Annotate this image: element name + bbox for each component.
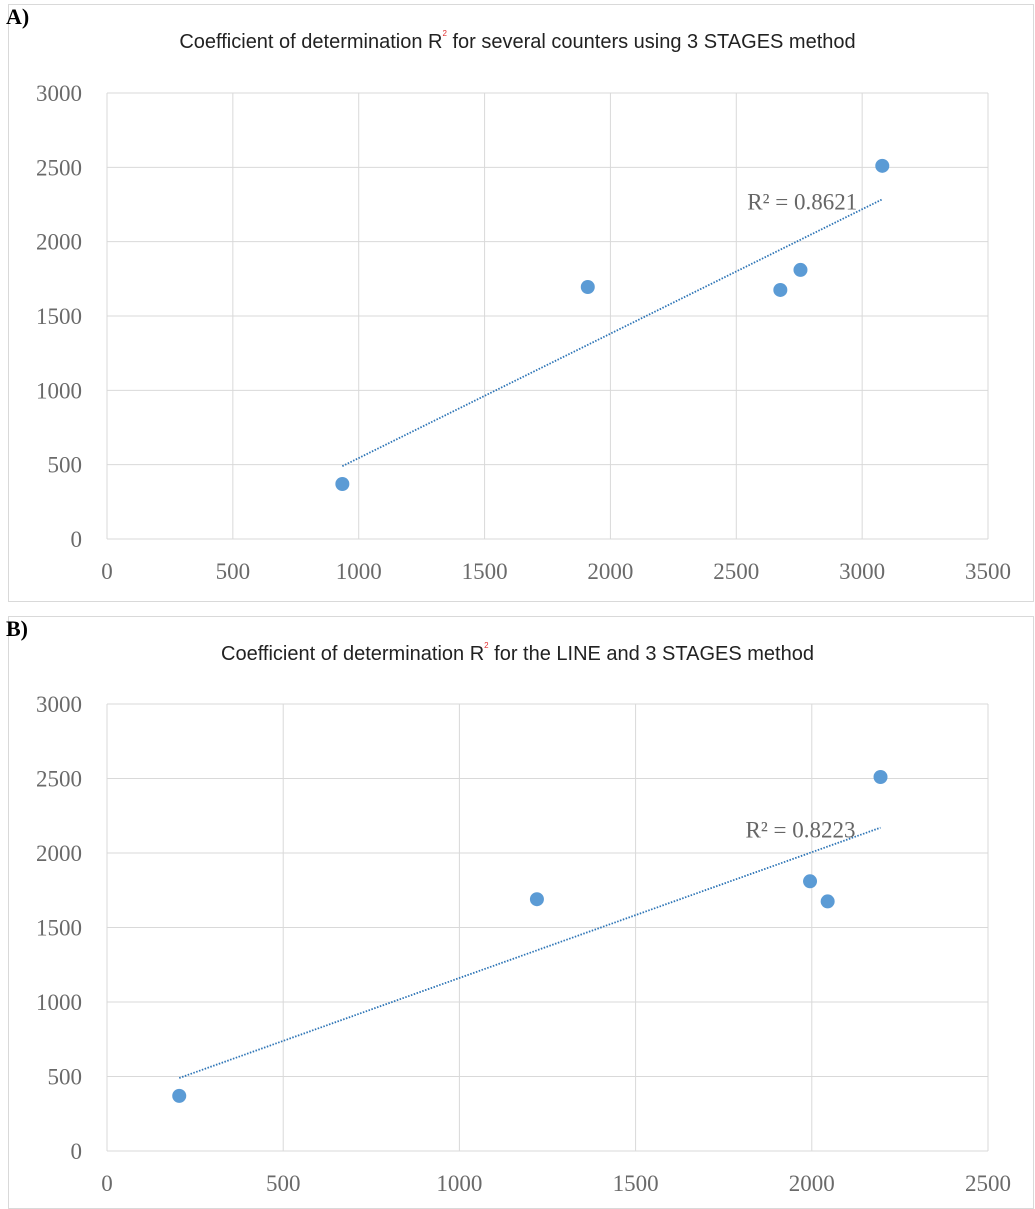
x-tick-label: 0 — [101, 1171, 113, 1196]
data-point — [820, 894, 835, 909]
x-tick-label: 2500 — [965, 1171, 1011, 1196]
scatter-plot: 0 500 1000 1500 2000 2500 0 500 1000 1500 2000 2500… — [36, 692, 1011, 1196]
x-tick-label: 2000 — [587, 559, 633, 584]
x-tick-label: 1000 — [436, 1171, 482, 1196]
chart-panel-b: B) Coefficient of determination R2 for t… — [0, 612, 1035, 1209]
y-tick-label: 1500 — [36, 916, 82, 941]
x-tick-label: 2500 — [713, 559, 759, 584]
chart-title-suffix: for the LINE and 3 STAGES method — [488, 643, 814, 665]
chart-title-prefix: Coefficient of determination R — [221, 643, 485, 665]
x-tick-label: 3500 — [965, 559, 1011, 584]
data-point — [529, 892, 544, 907]
x-tick-label: 3000 — [839, 559, 885, 584]
r-squared-label: R² = 0.8223 — [746, 818, 856, 843]
trendline — [341, 198, 883, 467]
x-tick-label: 0 — [101, 559, 113, 584]
data-point — [773, 282, 788, 297]
data-point — [793, 262, 808, 277]
y-tick-label: 2500 — [36, 767, 82, 792]
r-squared-label: R² = 0.8621 — [747, 189, 857, 214]
y-tick-label: 3000 — [36, 81, 82, 106]
chart-title: Coefficient of determination R2 for seve… — [0, 29, 1035, 54]
y-tick-label: 1000 — [36, 378, 82, 403]
y-tick-label: 1500 — [36, 304, 82, 329]
chart-title-suffix: for several counters using 3 STAGES meth… — [446, 31, 856, 53]
chart-panel-a: A) Coefficient of determination R2 for s… — [0, 0, 1035, 602]
scatter-plot: 0 500 1000 1500 2000 2500 3000 3500 0 500 1000 1500… — [36, 81, 1011, 584]
chart-title-superscript: 2 — [484, 641, 489, 650]
chart-frame — [8, 4, 1034, 602]
y-tick-label: 2000 — [36, 841, 82, 866]
chart-title-prefix: Coefficient of determination R — [179, 31, 443, 53]
chart-title: Coefficient of determination R2 for the … — [0, 641, 1035, 666]
y-tick-label: 1000 — [36, 990, 82, 1015]
x-tick-label: 500 — [266, 1171, 301, 1196]
x-tick-label: 500 — [216, 559, 251, 584]
y-tick-label: 0 — [71, 527, 83, 552]
panel-label: B) — [6, 616, 28, 641]
x-tick-label: 1500 — [613, 1171, 659, 1196]
data-point — [803, 874, 818, 889]
x-tick-label: 1500 — [462, 559, 508, 584]
y-tick-label: 2500 — [36, 155, 82, 180]
data-point — [580, 280, 595, 295]
panel-label: A) — [6, 4, 30, 29]
data-point — [873, 770, 888, 785]
data-point — [875, 158, 890, 173]
y-tick-label: 500 — [48, 453, 83, 478]
data-point — [172, 1088, 187, 1103]
y-tick-label: 500 — [48, 1065, 83, 1090]
y-tick-label: 3000 — [36, 692, 82, 717]
data-point — [335, 476, 350, 491]
y-tick-label: 0 — [71, 1139, 83, 1164]
x-tick-label: 1000 — [336, 559, 382, 584]
x-tick-label: 2000 — [789, 1171, 835, 1196]
trendline — [178, 826, 881, 1079]
chart-title-superscript: 2 — [442, 29, 447, 38]
y-tick-label: 2000 — [36, 230, 82, 255]
